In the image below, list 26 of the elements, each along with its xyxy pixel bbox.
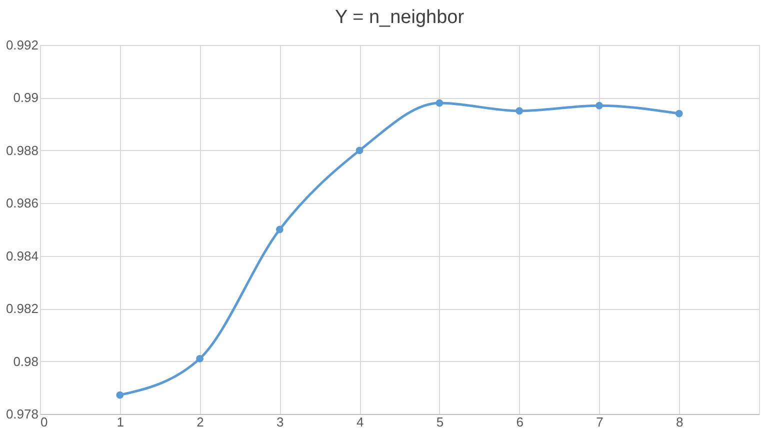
x-tick-label: 4 — [356, 414, 364, 430]
y-tick-label: 0.992 — [6, 38, 38, 52]
x-tick-label: 0 — [40, 414, 48, 430]
y-tick-label: 0.986 — [6, 196, 38, 211]
y-tick-label: 0.988 — [6, 142, 38, 158]
x-tick-label: 7 — [596, 414, 604, 430]
point — [116, 391, 124, 399]
point — [276, 226, 284, 234]
point — [516, 107, 524, 115]
x-tick-label: 2 — [196, 414, 204, 430]
x-tick-label: 5 — [436, 414, 444, 430]
y-tick-label: 0.984 — [6, 248, 38, 264]
point — [356, 146, 364, 154]
y-tick-label: 0.982 — [6, 301, 38, 316]
y-tick-label: 0.978 — [6, 406, 38, 422]
x-tick-label: 3 — [276, 414, 284, 430]
x-tick-label: 8 — [676, 414, 684, 430]
y-tick-label: 0.98 — [13, 354, 38, 369]
y-tick-label: 0.99 — [13, 90, 38, 106]
point — [196, 354, 204, 362]
point — [436, 99, 444, 107]
point — [675, 110, 683, 118]
x-tick-label: 6 — [516, 414, 524, 430]
x-tick-label: 1 — [116, 414, 124, 430]
chart-title: Y = n_neighbor — [334, 7, 465, 28]
point — [596, 102, 603, 110]
